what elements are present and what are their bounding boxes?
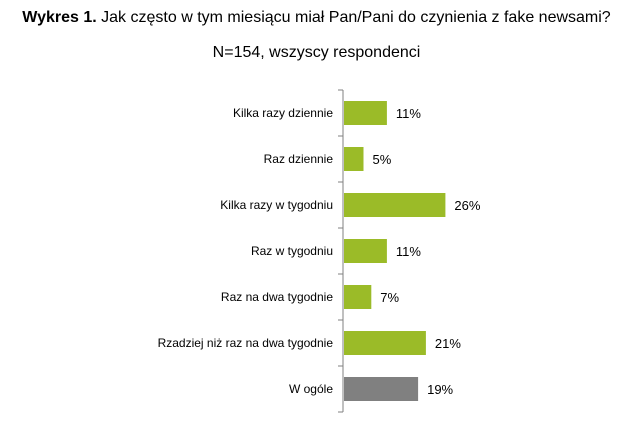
category-label: Raz w tygodniu [251,244,333,258]
value-label: 19% [427,382,453,397]
value-label: 11% [396,106,421,121]
bar-3 [344,193,446,217]
value-label: 7% [380,290,399,305]
bar-1 [344,101,387,125]
bar-4 [344,239,387,263]
chart-title-lead: Wykres 1. [22,9,97,26]
chart-title: Wykres 1. Jak często w tym miesiącu miał… [0,8,633,28]
value-label: 26% [454,198,480,213]
value-label: 21% [435,336,461,351]
bar-5 [344,285,372,309]
bar-7 [344,377,419,401]
category-label: Rzadziej niż raz na dwa tygodnie [158,336,334,350]
category-label: Raz dziennie [264,152,334,166]
bar-6 [344,331,426,355]
value-label: 11% [396,244,421,259]
chart-subtitle: N=154, wszyscy respondenci [212,44,421,61]
category-label: Raz na dwa tygodnie [221,290,333,304]
category-label: W ogóle [289,382,333,396]
value-label: 5% [373,152,392,167]
bar-2 [344,147,364,171]
category-label: Kilka razy w tygodniu [220,198,333,212]
chart-title-text: Jak często w tym miesiącu miał Pan/Pani … [101,9,611,26]
category-label: Kilka razy dziennie [233,106,333,120]
